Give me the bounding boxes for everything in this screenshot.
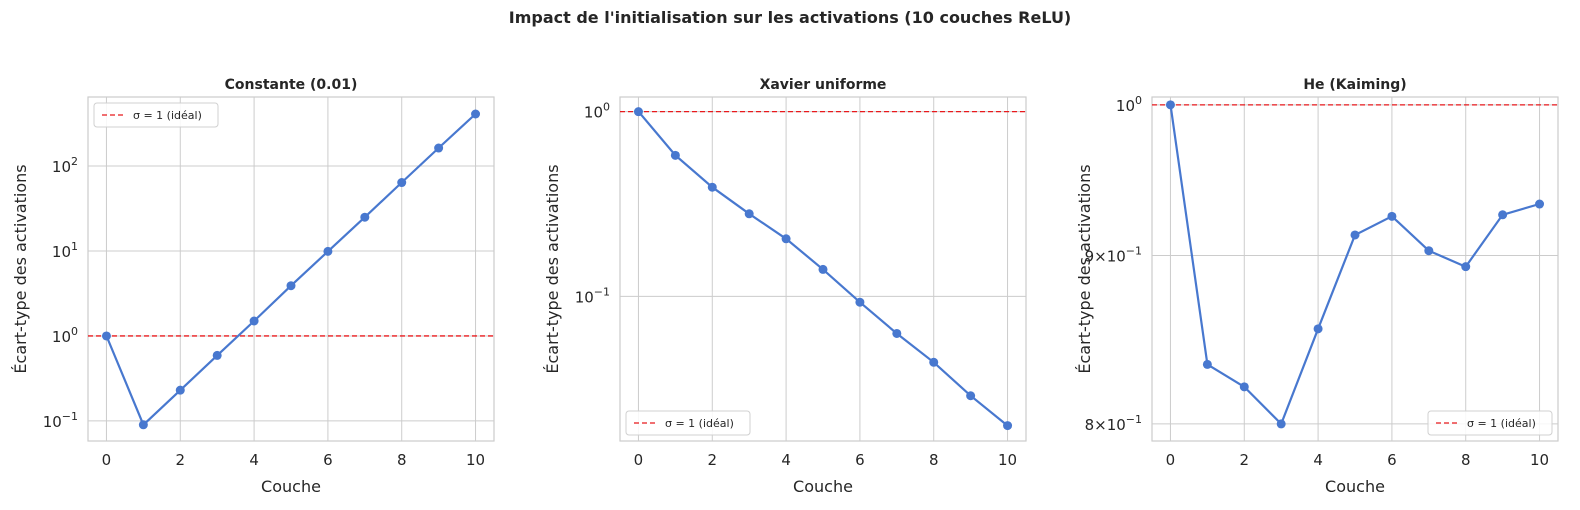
chart-panel-2: 0 2 4 6 8 10 10−1 100 Xavier uniforme Couche Écart… (543, 77, 1027, 496)
data-point (175, 385, 185, 395)
chart-panel-3: 0 2 4 6 8 10 8×10−1 9×10−1 100 He (Kaiming) Couche… (1075, 77, 1559, 496)
data-point (633, 107, 643, 117)
data-point (286, 281, 296, 291)
data-point (744, 209, 754, 219)
plot-frame (619, 96, 1027, 442)
plot-frame (1151, 96, 1559, 442)
data-point (1535, 199, 1545, 209)
data-point (781, 234, 791, 244)
data-point (1165, 100, 1175, 110)
x-tick-label: 2 (707, 451, 717, 469)
y-axis-label: Écart-type des activations (543, 164, 562, 373)
data-point (101, 331, 111, 341)
data-point (397, 178, 407, 188)
data-point (1424, 246, 1434, 256)
x-tick-label: 8 (397, 451, 407, 469)
y-tick-label: 102 (52, 155, 78, 176)
y-tick-label: 9×10−1 (1085, 244, 1142, 265)
data-point (1387, 211, 1397, 221)
chart-title: Constante (0.01) (225, 77, 358, 93)
legend-label: σ = 1 (idéal) (665, 417, 734, 430)
data-point (138, 420, 148, 430)
x-tick-label: 8 (1461, 451, 1471, 469)
data-point (323, 246, 333, 256)
chart-panel-1: 0 2 4 6 8 10 10−1 100 101 102 Constante (0.01) Couc… (11, 77, 495, 496)
x-tick-label: 2 (1239, 451, 1249, 469)
data-point (360, 212, 370, 222)
data-point (1498, 210, 1508, 220)
x-axis-label: Couche (261, 477, 321, 496)
x-tick-label: 10 (466, 451, 485, 469)
data-point (1350, 230, 1360, 240)
data-point (966, 391, 976, 401)
y-tick-label: 10−1 (43, 410, 78, 431)
series-line (105, 113, 477, 427)
y-tick-label: 10−1 (575, 285, 610, 306)
data-point (1276, 419, 1286, 429)
y-axis-label: Écart-type des activations (11, 164, 30, 373)
x-tick-label: 10 (1530, 451, 1549, 469)
series-line (1169, 104, 1540, 426)
data-point (434, 143, 444, 153)
x-axis-label: Couche (1325, 477, 1385, 496)
data-point (892, 328, 902, 338)
data-point (1313, 324, 1323, 334)
chart-title: He (Kaiming) (1303, 77, 1406, 93)
data-point (855, 297, 865, 307)
x-tick-label: 2 (175, 451, 185, 469)
y-tick-label: 100 (584, 101, 610, 122)
x-tick-label: 8 (929, 451, 939, 469)
plot-frame (87, 96, 495, 442)
data-point (1202, 359, 1212, 369)
legend-label: σ = 1 (idéal) (1467, 417, 1536, 430)
data-point (249, 316, 259, 326)
data-point (670, 150, 680, 160)
y-tick-label: 101 (52, 240, 78, 261)
x-tick-label: 4 (781, 451, 791, 469)
data-point (929, 357, 939, 367)
legend-box (625, 410, 751, 436)
data-point (1461, 262, 1471, 272)
data-point (471, 109, 481, 119)
data-point (212, 350, 222, 360)
x-tick-label: 0 (1166, 451, 1176, 469)
legend: σ = 1 (idéal) (1427, 410, 1553, 436)
legend-label: σ = 1 (idéal) (133, 109, 202, 122)
y-tick-label: 100 (52, 325, 78, 346)
figure-title: Impact de l'initialisation sur les activ… (508, 8, 1072, 27)
data-point (818, 264, 828, 274)
x-axis-label: Couche (793, 477, 853, 496)
x-tick-label: 6 (855, 451, 865, 469)
x-tick-label: 10 (998, 451, 1017, 469)
y-tick-label: 8×10−1 (1085, 413, 1142, 434)
legend: σ = 1 (idéal) (625, 410, 751, 436)
data-point (1239, 382, 1249, 392)
x-tick-label: 4 (249, 451, 259, 469)
legend: σ = 1 (idéal) (93, 102, 219, 128)
x-tick-label: 0 (634, 451, 644, 469)
legend-box (93, 102, 219, 128)
x-tick-label: 0 (102, 451, 112, 469)
y-axis-label: Écart-type des activations (1075, 164, 1094, 373)
legend-box (1427, 410, 1553, 436)
x-tick-label: 6 (1387, 451, 1397, 469)
data-point (1003, 421, 1013, 431)
x-tick-label: 4 (1313, 451, 1323, 469)
x-tick-label: 6 (323, 451, 333, 469)
chart-title: Xavier uniforme (760, 77, 887, 93)
data-point (707, 182, 717, 192)
y-tick-label: 100 (1116, 94, 1142, 115)
